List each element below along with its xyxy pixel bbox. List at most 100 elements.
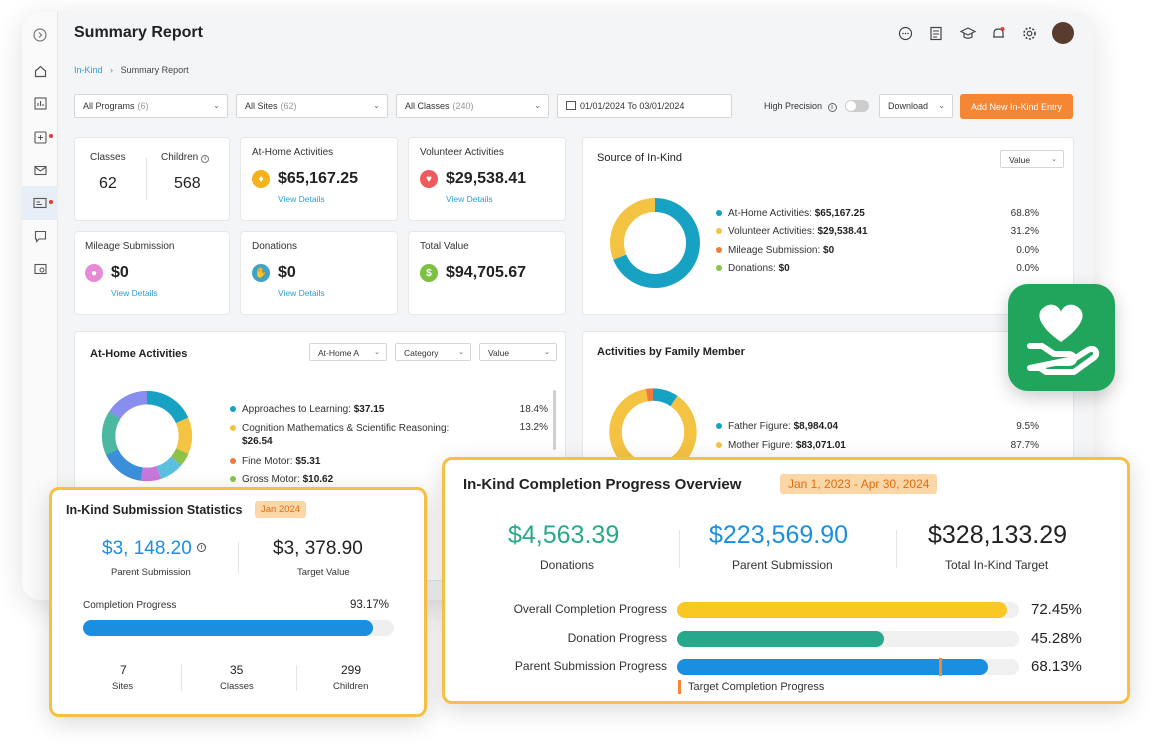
athome-value-select[interactable]: Value ⌄ [479, 343, 557, 361]
divider [181, 665, 182, 691]
date-range-text: 01/01/2024 To 03/01/2024 [580, 101, 685, 111]
source-value-select[interactable]: Value ⌄ [1000, 150, 1064, 168]
classes-children-card: Classes 62 Children i 568 [74, 137, 230, 221]
source-legend-item: Mileage Submission: $0 [716, 245, 834, 256]
chart-icon[interactable] [31, 94, 49, 112]
athome-donut-segment [101, 390, 193, 482]
family-legend-pct: 87.7% [1010, 440, 1039, 451]
divider [238, 542, 239, 574]
athome-legend-label: Fine Motor: [242, 456, 293, 467]
at-home-view-details-link[interactable]: View Details [278, 194, 325, 204]
source-legend-value: $0 [823, 245, 835, 256]
avatar[interactable] [1052, 22, 1074, 44]
donations-view-details-link[interactable]: View Details [278, 288, 325, 298]
overview-bar-track [677, 631, 1019, 647]
athome-legend-value: $26.54 [242, 436, 273, 447]
legend-swatch [716, 210, 722, 217]
mail-icon[interactable] [31, 161, 49, 179]
volunteer-view-details-link[interactable]: View Details [446, 194, 493, 204]
source-legend-label: Donations: [728, 263, 776, 274]
location-pin-icon: ● [85, 264, 103, 282]
chevron-down-icon: ⌄ [938, 101, 945, 110]
search-document-icon[interactable] [31, 260, 49, 278]
source-legend-pct: 31.2% [1010, 226, 1039, 237]
id-card-icon[interactable] [31, 194, 49, 212]
donations-value: $0 [278, 264, 296, 281]
chat-icon[interactable] [897, 25, 914, 42]
expand-sidebar-icon[interactable] [31, 26, 49, 44]
target-total-label: Total In-Kind Target [945, 558, 1049, 572]
overview-bar-pct: 45.28% [1031, 630, 1082, 647]
home-icon[interactable] [31, 62, 49, 80]
download-label: Download [888, 101, 929, 111]
document-icon[interactable] [928, 25, 945, 42]
mileage-value: $0 [111, 264, 129, 281]
athome-sel2-label: Category [404, 348, 439, 358]
chevron-down-icon: ⌄ [373, 101, 380, 110]
info-icon: i [197, 543, 207, 552]
source-select-label: Value [1009, 155, 1031, 165]
submission-title: In-Kind Submission Statistics [66, 503, 243, 517]
overview-date-badge: Jan 1, 2023 - Apr 30, 2024 [780, 474, 938, 494]
classes-select-label: All Classes [405, 101, 450, 111]
legend-swatch [230, 458, 236, 465]
children-label-text: Children [161, 152, 199, 163]
sites-select-count: (62) [280, 101, 297, 111]
source-legend-value: $0 [778, 263, 790, 274]
volunteer-card: Volunteer Activities ♥ $29,538.41 View D… [408, 137, 566, 221]
athome-scrollbar[interactable] [553, 390, 556, 450]
sites-label: Sites [112, 681, 134, 692]
download-select[interactable]: Download ⌄ [879, 94, 953, 118]
chevron-down-icon: ⌄ [534, 101, 541, 110]
sites-select[interactable]: All Sites (62) ⌄ [236, 94, 388, 118]
graduation-cap-icon[interactable] [959, 25, 976, 42]
high-precision-label: High Precision i [764, 101, 837, 112]
programs-select[interactable]: All Programs (6) ⌄ [74, 94, 228, 118]
source-legend-label: At-Home Activities: [728, 208, 812, 219]
high-precision-toggle[interactable] [845, 100, 869, 112]
donations-card: Donations ✋ $0 View Details [240, 231, 398, 315]
mileage-view-details-link[interactable]: View Details [111, 288, 158, 298]
submission-progress-fill [83, 620, 373, 636]
classes-select[interactable]: All Classes (240) ⌄ [396, 94, 549, 118]
target-value: $3, 378.90 [273, 538, 363, 559]
athome-legend-item: Gross Motor: $10.62 [230, 474, 333, 485]
chevron-down-icon: ⌄ [1051, 156, 1057, 163]
target-completion-legend: Target Completion Progress [688, 681, 825, 693]
date-range-picker[interactable]: 01/01/2024 To 03/01/2024 [557, 94, 732, 118]
volunteer-value: $29,538.41 [446, 170, 527, 187]
athome-legend-item: Approaches to Learning: $37.15 [230, 404, 384, 415]
people-icon: ♦ [252, 170, 270, 188]
add-new-inkind-entry-button[interactable]: Add New In-Kind Entry [960, 94, 1073, 119]
legend-swatch [230, 476, 236, 483]
bell-icon[interactable] [990, 25, 1007, 42]
high-precision-text: High Precision [764, 101, 823, 111]
children-value: 568 [174, 175, 201, 192]
notification-dot [49, 200, 53, 204]
message-icon[interactable] [31, 227, 49, 245]
athome-legend-label: Gross Motor: [242, 474, 300, 485]
breadcrumb-current: Summary Report [120, 65, 189, 75]
source-legend-label: Volunteer Activities: [728, 226, 815, 237]
parent-total-label: Parent Submission [732, 558, 833, 572]
classes-value: 35 [230, 663, 244, 677]
chevron-down-icon: ⌄ [544, 349, 550, 356]
breadcrumb-separator: › [110, 65, 114, 75]
divider [896, 530, 897, 568]
divider [679, 530, 680, 568]
athome-activity-select[interactable]: At-Home A ⌄ [309, 343, 387, 361]
source-legend-item: At-Home Activities: $65,167.25 [716, 208, 865, 219]
sites-select-label: All Sites [245, 101, 278, 111]
add-record-icon[interactable] [31, 128, 49, 146]
athome-category-select[interactable]: Category ⌄ [395, 343, 471, 361]
source-legend-item: Volunteer Activities: $29,538.41 [716, 226, 868, 237]
donations-label: Donations [252, 241, 298, 252]
overview-bar-fill [677, 602, 1008, 618]
info-icon: i [201, 155, 210, 163]
legend-swatch [230, 425, 236, 432]
completion-progress-pct: 93.17% [350, 599, 390, 611]
family-legend-value: $83,071.01 [795, 440, 846, 451]
breadcrumb-link-inkind[interactable]: In-Kind [74, 65, 103, 75]
breadcrumb: In-Kind › Summary Report [74, 65, 189, 75]
gear-icon[interactable] [1021, 25, 1038, 42]
